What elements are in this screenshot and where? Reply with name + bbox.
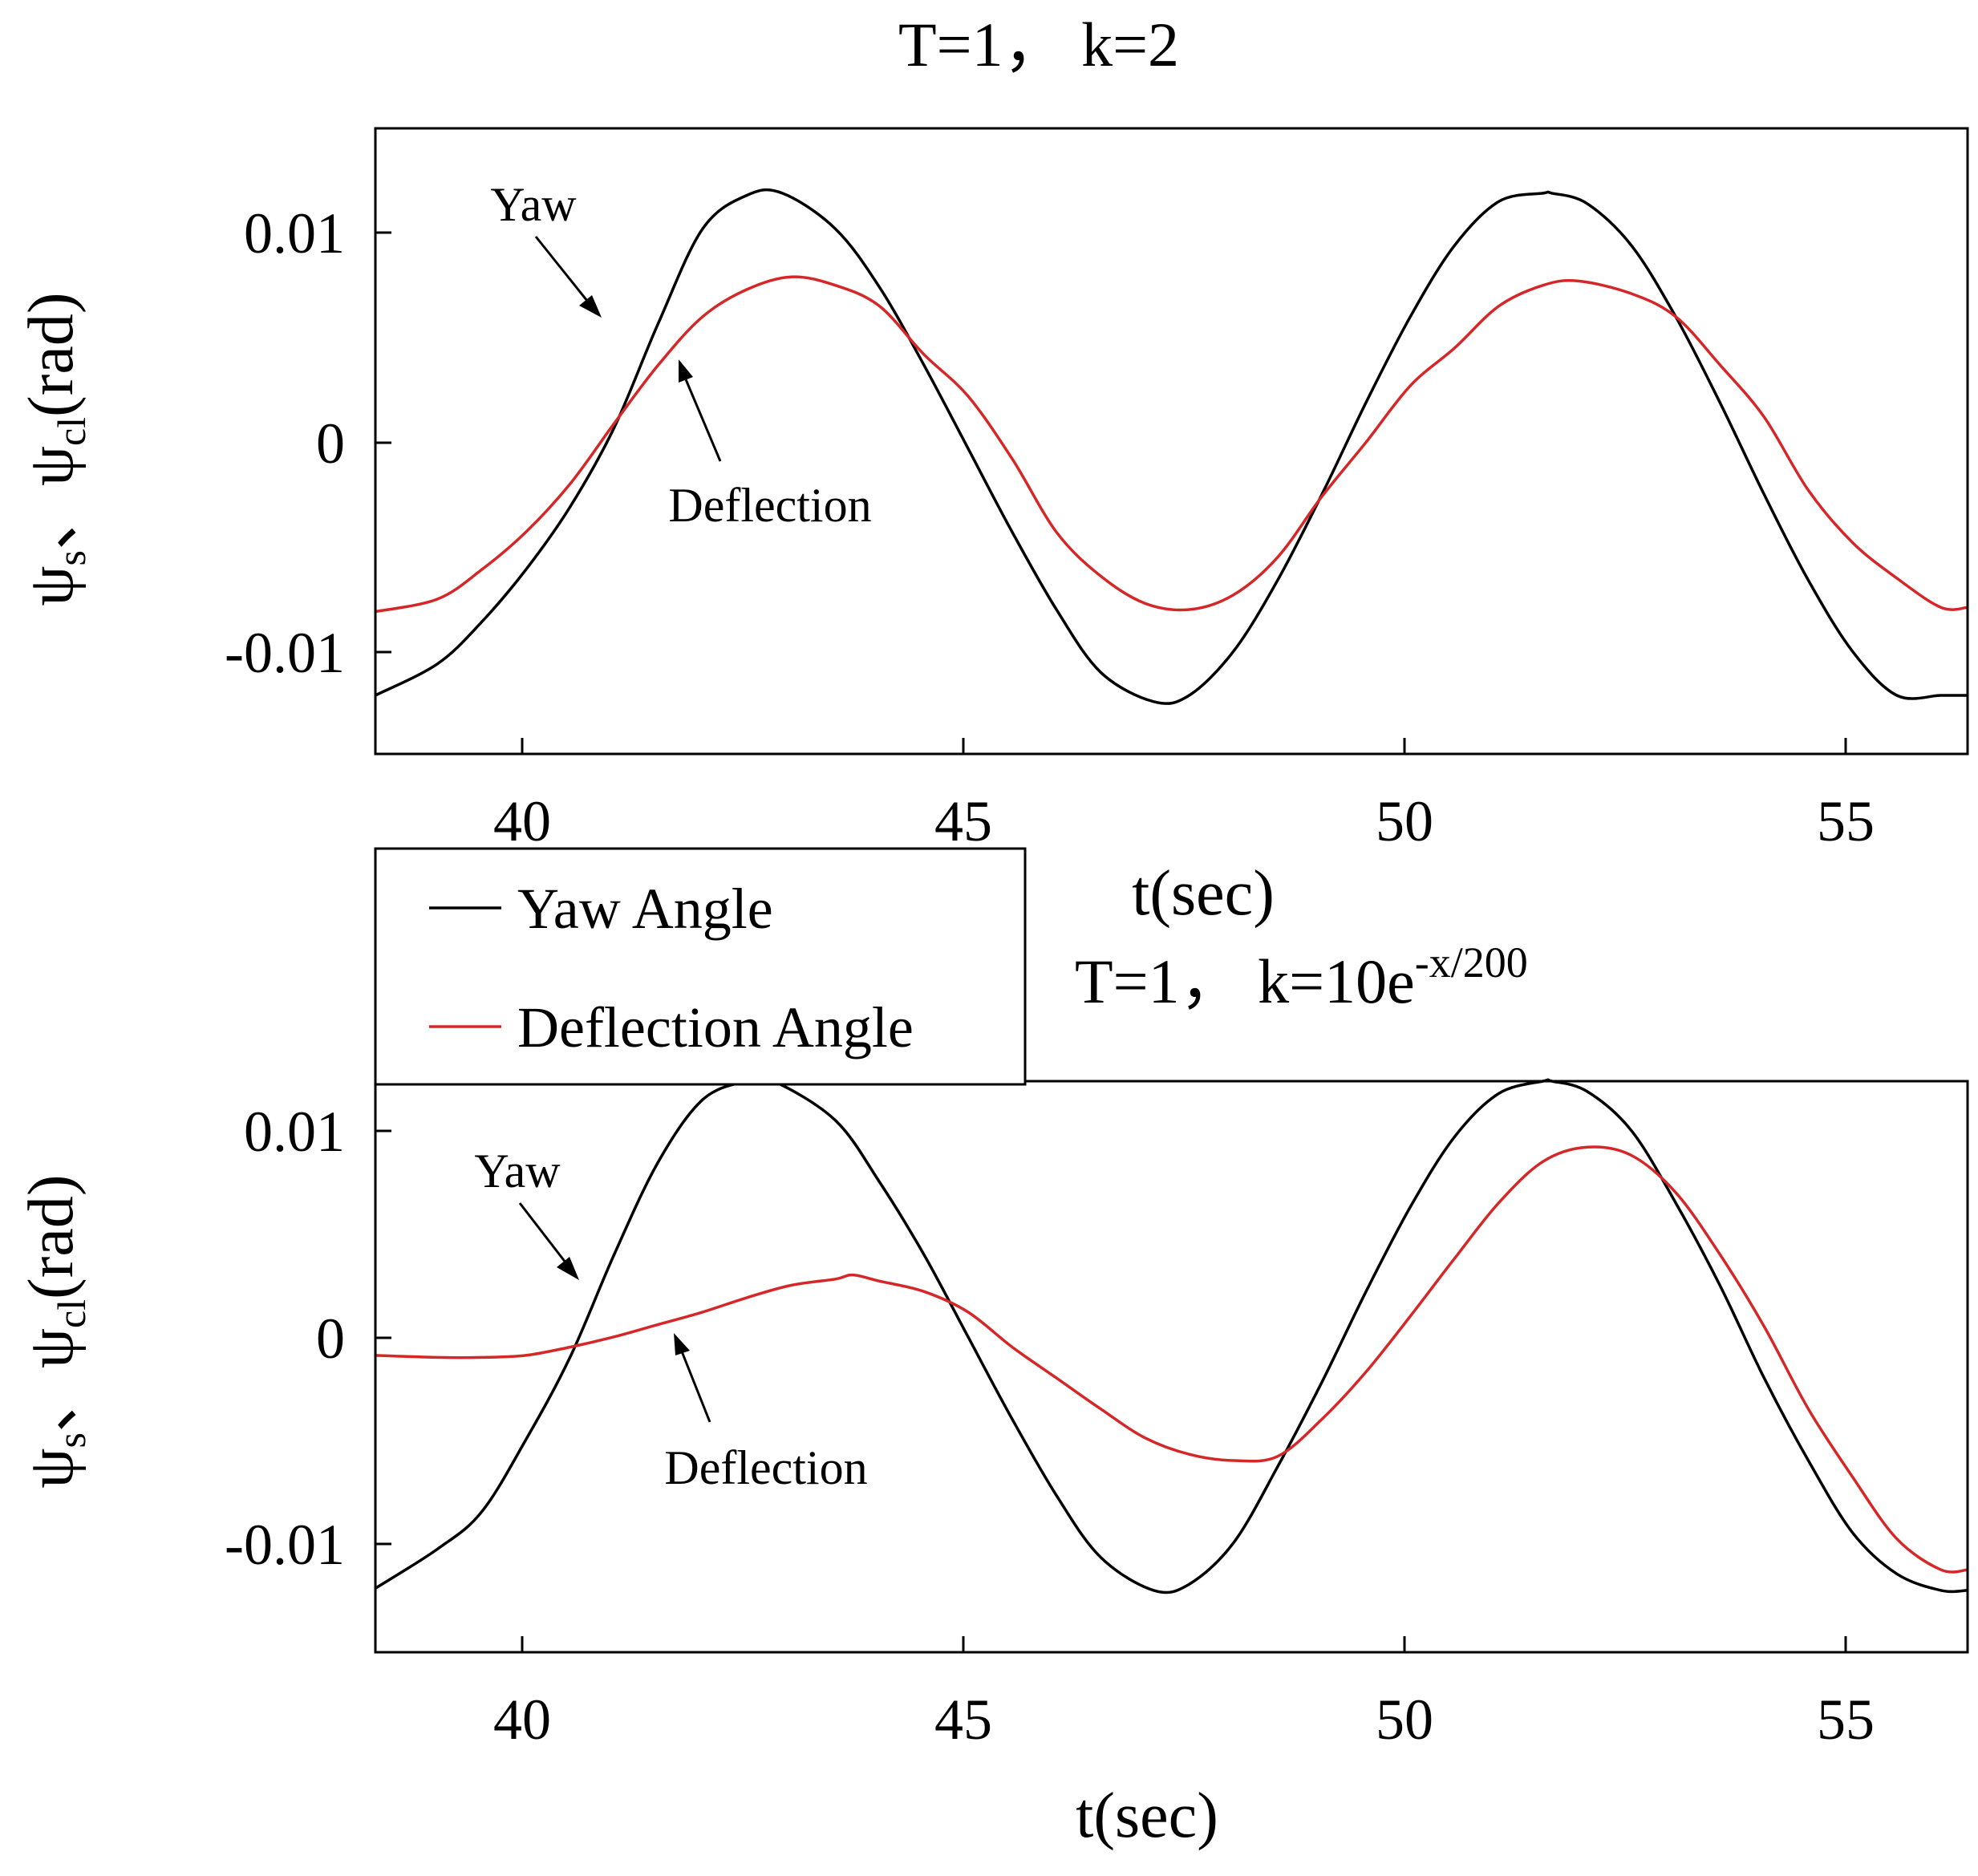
top-deflection-arrowhead — [679, 359, 693, 383]
bottom-deflection-arrowhead — [674, 1333, 690, 1355]
top-xtick-label: 55 — [1817, 789, 1875, 853]
bottom-panel: T=1， k=10e-x/200 40 45 50 55 0.01 0 -0.0… — [16, 938, 1969, 1851]
bottom-deflection-arrow — [679, 1347, 711, 1423]
bottom-yaw-arrow — [518, 1202, 573, 1270]
bottom-ylabel-unit: (rad) — [16, 1174, 87, 1299]
top-ylabel-psi-2: ψ — [16, 446, 87, 486]
top-annotation-deflection: Deflection — [668, 479, 871, 532]
bottom-ylabel-psi-2: ψ — [16, 1328, 87, 1368]
legend-box — [374, 847, 1027, 1086]
bottom-yaw-arrowhead — [557, 1257, 579, 1280]
top-ylabel-sub-s: s — [49, 550, 94, 565]
top-panel: T=1， k=2 40 45 50 55 0.01 0 -0.01 t(sec)… — [16, 10, 1969, 929]
bottom-y-axis-label: ψs、ψcl(rad) — [16, 1174, 94, 1488]
top-series-deflection-angle — [375, 275, 1968, 614]
bottom-xtick-label: 50 — [1376, 1688, 1433, 1752]
bottom-ylabel-separator: 、 — [16, 1368, 87, 1432]
bottom-xtick-label: 40 — [493, 1688, 551, 1752]
bottom-plot-frame — [374, 1080, 1969, 1654]
bottom-series-layer — [375, 1076, 1968, 1594]
bottom-x-axis-label: t(sec) — [1076, 1781, 1218, 1851]
bottom-xtick-label: 45 — [934, 1688, 992, 1752]
bottom-ytick-label: 0.01 — [244, 1100, 345, 1164]
bottom-ylabel-sub-cl: cl — [49, 1299, 94, 1328]
bottom-annotation-deflection: Deflection — [664, 1441, 867, 1494]
bottom-ytick-label: 0 — [316, 1307, 345, 1371]
top-y-axis-label: ψs、ψcl(rad) — [16, 292, 94, 606]
top-xtick-label: 50 — [1376, 789, 1433, 853]
top-deflection-arrow — [682, 373, 722, 462]
bottom-title-superscript: -x/200 — [1415, 938, 1528, 987]
top-ylabel-sub-cl: cl — [49, 417, 94, 446]
top-ylabel-separator: 、 — [16, 486, 87, 550]
bottom-xtick-label: 55 — [1817, 1688, 1875, 1752]
top-ytick-label: -0.01 — [225, 621, 345, 685]
top-ytick-label: 0 — [316, 411, 345, 476]
legend: Yaw Angle Deflection Angle — [374, 847, 1027, 1086]
bottom-ytick-label: -0.01 — [225, 1513, 345, 1577]
bottom-ylabel-psi: ψ — [16, 1449, 87, 1489]
top-ylabel-unit: (rad) — [16, 292, 87, 416]
bottom-annotation-yaw: Yaw — [474, 1145, 561, 1197]
top-series-layer — [375, 188, 1968, 705]
bottom-series-deflection-angle — [375, 1145, 1968, 1574]
top-yaw-arrowhead — [579, 295, 602, 318]
bottom-ylabel-sub-s: s — [49, 1432, 94, 1448]
top-yaw-arrow — [534, 236, 595, 310]
top-series-yaw-angle — [375, 188, 1968, 705]
bottom-chart-title: T=1， k=10e-x/200 — [1075, 938, 1528, 1016]
legend-label-yaw: Yaw Angle — [517, 877, 773, 941]
top-annotation-yaw: Yaw — [490, 178, 577, 231]
bottom-title-main: T=1， k=10e — [1075, 946, 1415, 1016]
top-ytick-label: 0.01 — [244, 201, 345, 265]
top-plot-frame — [374, 127, 1969, 756]
top-x-axis-label: t(sec) — [1132, 858, 1275, 929]
top-xtick-label: 40 — [493, 789, 551, 853]
top-ylabel-psi: ψ — [16, 566, 87, 606]
bottom-series-yaw-angle — [375, 1076, 1968, 1594]
top-chart-title: T=1， k=2 — [898, 10, 1179, 79]
legend-label-deflection: Deflection Angle — [517, 995, 914, 1060]
top-xtick-label: 45 — [934, 789, 992, 853]
